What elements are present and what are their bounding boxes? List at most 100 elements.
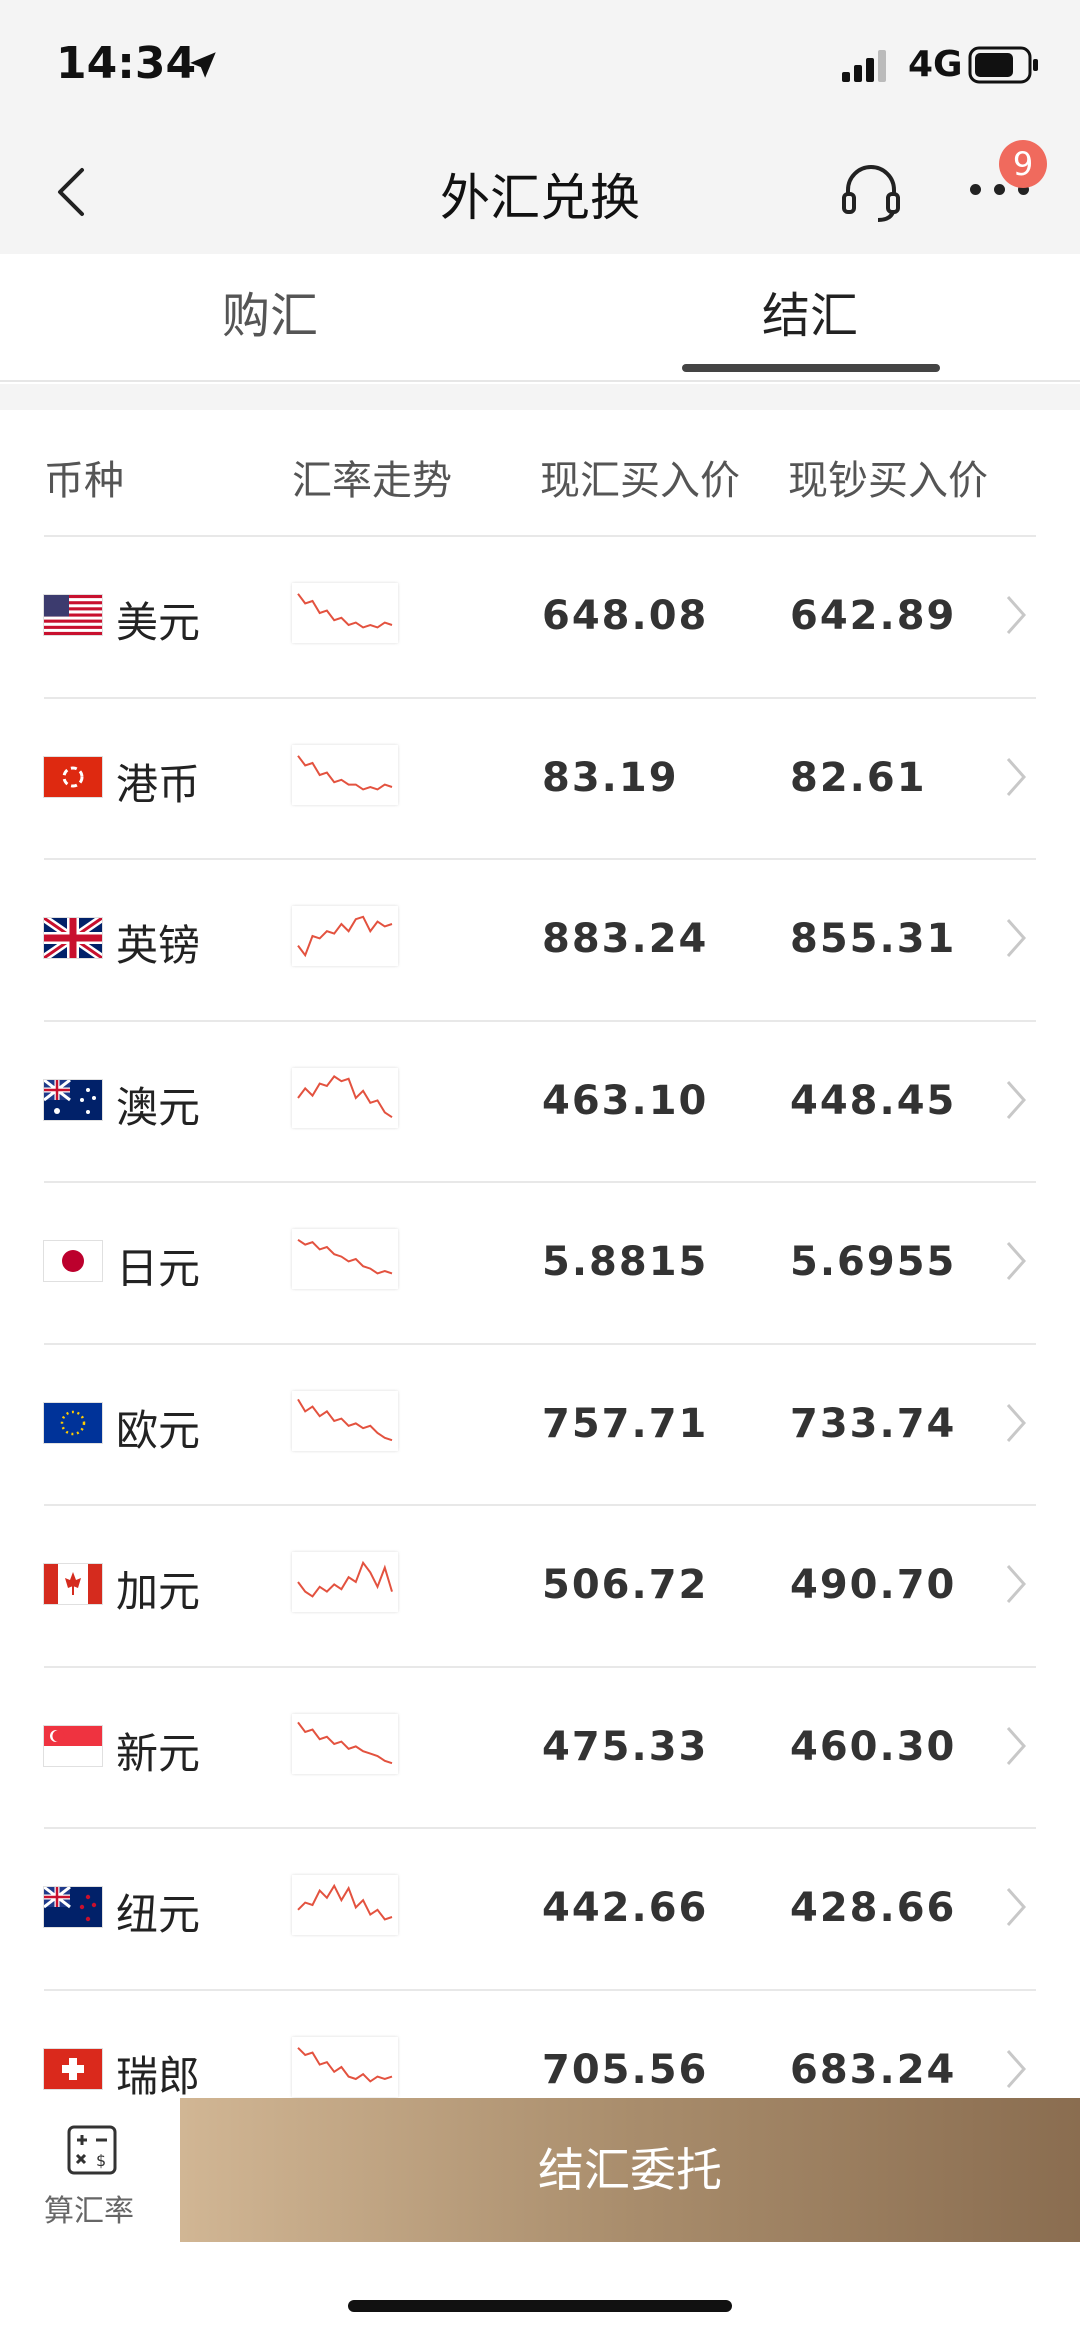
currency-list: 美元 648.08 642.89 港币 83.19 82.61 英镑 883.2…: [0, 537, 1080, 2152]
jp-flag-icon: [44, 1241, 102, 1281]
header-cash-buy: 现钞买入价: [788, 458, 988, 504]
chevron-right-icon: [1006, 1726, 1027, 1765]
status-bar: 14:34 4G: [0, 0, 1080, 130]
currency-name: 港币: [116, 759, 201, 809]
cash-buy-price: 448.45: [790, 1077, 957, 1124]
trend-sparkline: [292, 1390, 398, 1451]
page-title: 外汇兑换: [440, 169, 640, 227]
trend-sparkline: [292, 1229, 398, 1289]
cash-buy-price: 82.61: [790, 754, 927, 801]
signal-icon: [842, 50, 886, 82]
settlement-order-button[interactable]: 结汇委托: [180, 2098, 1080, 2242]
more-dot: [1018, 184, 1029, 195]
spot-buy-price: 757.71: [542, 1400, 709, 1447]
trend-sparkline: [292, 1552, 398, 1612]
spot-buy-price: 475.33: [542, 1723, 709, 1770]
cash-buy-price: 428.66: [790, 1885, 957, 1931]
more-dot: [994, 184, 1005, 195]
more-options-icon[interactable]: [964, 160, 1034, 220]
cash-buy-price: 5.6955: [790, 1239, 957, 1285]
customer-service-headset-icon[interactable]: [840, 160, 902, 222]
notification-badge: 9: [999, 140, 1047, 188]
currency-row-aud[interactable]: 澳元 463.10 448.45: [44, 1022, 1036, 1183]
cash-buy-price: 460.30: [790, 1723, 957, 1770]
spot-buy-price: 442.66: [542, 1885, 709, 1931]
tab-bar: 购汇 结汇: [0, 254, 1080, 382]
tab-settle-fx[interactable]: 结汇: [761, 288, 858, 344]
back-icon[interactable]: [52, 162, 92, 222]
cash-buy-price: 733.74: [790, 1400, 957, 1447]
currency-name: 英镑: [116, 921, 201, 970]
hk-flag-icon: [44, 756, 102, 797]
calculator-icon[interactable]: $: [66, 2124, 118, 2176]
cash-buy-price: 855.31: [790, 916, 957, 962]
chevron-right-icon: [1006, 1080, 1027, 1119]
trend-sparkline: [292, 1067, 398, 1128]
currency-row-hkd[interactable]: 港币 83.19 82.61: [44, 699, 1036, 860]
spot-buy-price: 648.08: [542, 593, 709, 639]
currency-name: 瑞郎: [116, 2051, 201, 2101]
trend-sparkline: [292, 744, 398, 805]
active-tab-indicator: [682, 364, 940, 372]
chevron-right-icon: [1006, 2049, 1027, 2088]
chevron-right-icon: [1006, 1242, 1027, 1280]
chevron-right-icon: [1006, 596, 1027, 634]
ch-flag-icon: [44, 2048, 102, 2089]
status-time: 14:34: [56, 38, 197, 89]
currency-name: 日元: [116, 1244, 201, 1293]
cash-buy-price: 642.89: [790, 593, 957, 639]
section-divider: [0, 384, 1080, 410]
trend-sparkline: [292, 906, 398, 966]
header-trend: 汇率走势: [292, 458, 452, 504]
nav-bar: 外汇兑换: [0, 130, 1080, 254]
calculator-label[interactable]: 算汇率: [44, 2194, 134, 2229]
header-divider: [44, 535, 1036, 537]
trend-sparkline: [292, 1875, 398, 1935]
spot-buy-price: 883.24: [542, 916, 709, 962]
currency-row-chf[interactable]: 瑞郎 705.56 683.24: [44, 1991, 1036, 2152]
currency-row-sgd[interactable]: 新元 475.33 460.30: [44, 1668, 1036, 1829]
chevron-right-icon: [1006, 1403, 1027, 1442]
trend-sparkline: [292, 2036, 398, 2097]
au-flag-icon: [44, 1079, 102, 1120]
home-indicator: [348, 2300, 732, 2312]
currency-name: 欧元: [116, 1405, 201, 1455]
svg-text:$: $: [96, 2151, 106, 2170]
trend-sparkline: [292, 583, 398, 643]
currency-row-usd[interactable]: 美元 648.08 642.89: [44, 537, 1036, 699]
ca-flag-icon: [44, 1564, 102, 1604]
currency-row-cad[interactable]: 加元 506.72 490.70: [44, 1506, 1036, 1668]
currency-row-jpy[interactable]: 日元 5.8815 5.6955: [44, 1183, 1036, 1345]
chevron-right-icon: [1006, 1888, 1027, 1926]
nz-flag-icon: [44, 1887, 102, 1927]
gb-flag-icon: [44, 918, 102, 958]
sg-flag-icon: [44, 1725, 102, 1766]
more-dot: [970, 184, 981, 195]
currency-name: 新元: [116, 1728, 201, 1778]
currency-row-gbp[interactable]: 英镑 883.24 855.31: [44, 860, 1036, 1022]
chevron-right-icon: [1006, 1565, 1027, 1603]
bottom-action-bar: $ 算汇率 结汇委托: [0, 2098, 1080, 2242]
table-header: 币种 汇率走势 现汇买入价 现钞买入价: [0, 410, 1080, 536]
battery-icon: [968, 46, 1038, 84]
currency-row-nzd[interactable]: 纽元 442.66 428.66: [44, 1829, 1036, 1991]
currency-name: 澳元: [116, 1082, 201, 1132]
currency-name: 纽元: [116, 1890, 201, 1939]
trend-sparkline: [292, 1713, 398, 1774]
currency-name: 美元: [116, 598, 201, 647]
spot-buy-price: 5.8815: [542, 1239, 709, 1285]
network-type: 4G: [908, 44, 963, 85]
header-currency: 币种: [44, 458, 124, 504]
spot-buy-price: 83.19: [542, 754, 679, 801]
tab-buy-fx[interactable]: 购汇: [221, 288, 318, 344]
cash-buy-price: 683.24: [790, 2046, 957, 2093]
spot-buy-price: 463.10: [542, 1077, 709, 1124]
header-spot-buy: 现汇买入价: [540, 458, 740, 504]
eu-flag-icon: [44, 1402, 102, 1443]
us-flag-icon: [44, 595, 102, 635]
chevron-right-icon: [1006, 757, 1027, 796]
cash-buy-price: 490.70: [790, 1562, 957, 1608]
spot-buy-price: 705.56: [542, 2046, 709, 2093]
currency-row-eur[interactable]: 欧元 757.71 733.74: [44, 1345, 1036, 1506]
spot-buy-price: 506.72: [542, 1562, 709, 1608]
